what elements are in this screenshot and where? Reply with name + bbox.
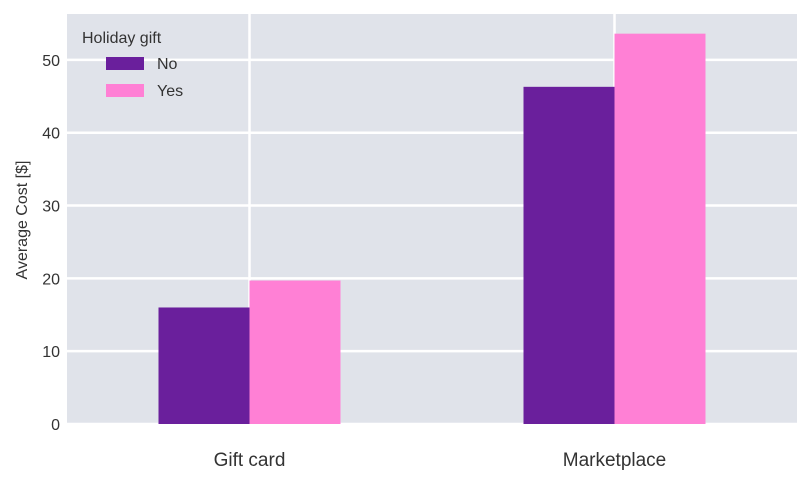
- y-tick-label: 40: [42, 126, 60, 143]
- x-tick-label: Marketplace: [563, 450, 667, 471]
- legend-label-no: No: [157, 56, 178, 73]
- legend-title: Holiday gift: [82, 30, 162, 47]
- x-tick-label: Gift card: [214, 450, 286, 471]
- x-axis-ticks: Gift card Marketplace: [214, 450, 667, 471]
- legend-label-yes: Yes: [157, 83, 183, 100]
- y-axis-label: Average Cost [$]: [14, 161, 31, 280]
- bars: [158, 33, 706, 424]
- y-tick-label: 30: [42, 199, 60, 216]
- legend-swatch-yes: [106, 84, 144, 97]
- y-tick-label: 20: [42, 271, 60, 288]
- bar-no-gift-card: [158, 307, 250, 424]
- y-tick-label: 0: [51, 417, 60, 434]
- legend: Holiday gift No Yes: [82, 30, 183, 100]
- y-axis-ticks: 0 10 20 30 40 50: [42, 53, 60, 434]
- bar-no-marketplace: [523, 86, 615, 424]
- y-tick-label: 50: [42, 53, 60, 70]
- bar-yes-gift-card: [249, 280, 341, 424]
- y-tick-label: 10: [42, 344, 60, 361]
- bar-yes-marketplace: [614, 33, 706, 424]
- legend-swatch-no: [106, 57, 144, 70]
